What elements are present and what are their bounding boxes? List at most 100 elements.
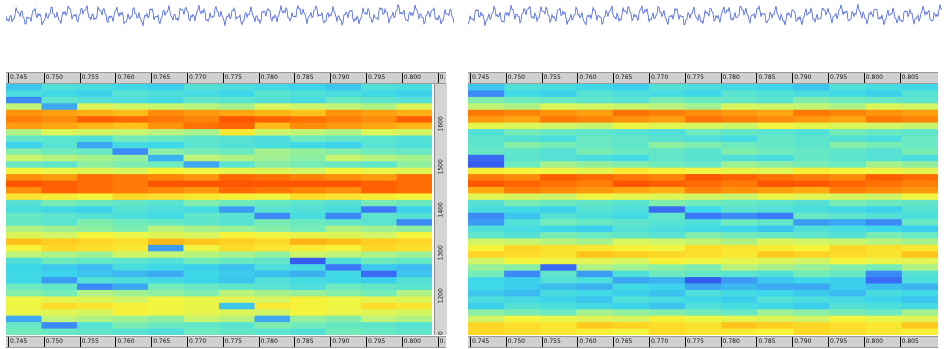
heatmap-cell <box>183 309 220 317</box>
heatmap-cell <box>865 167 903 175</box>
heatmap-cell <box>540 212 578 220</box>
heatmap-cell <box>684 302 722 310</box>
heatmap-cell <box>468 238 505 246</box>
heatmap-cell <box>829 219 867 227</box>
heatmap-cell <box>648 309 686 317</box>
heatmap-cell <box>829 302 867 310</box>
spectrogram-heatmap-right[interactable] <box>468 84 938 335</box>
heatmap-cell <box>648 219 686 227</box>
heatmap-cell <box>183 302 220 310</box>
heatmap-cell <box>576 212 614 220</box>
heatmap-cell <box>290 322 327 330</box>
heatmap-cell <box>254 154 291 162</box>
heatmap-cell <box>793 122 831 130</box>
heatmap-cell <box>721 174 758 182</box>
heatmap-cell <box>77 315 114 323</box>
heatmap-cell <box>41 161 78 169</box>
heatmap-cell <box>148 212 185 220</box>
heatmap-cell <box>361 90 398 98</box>
heatmap-cell <box>325 283 362 291</box>
heatmap-cell <box>41 315 78 323</box>
heatmap-cell <box>254 322 291 330</box>
heatmap-cell <box>396 232 432 240</box>
heatmap-cell <box>148 199 185 207</box>
time-tick-label: 0.760 <box>115 73 151 83</box>
frequency-ruler-left[interactable]: 160015001400130012001100 <box>434 84 447 335</box>
heatmap-cell <box>829 193 867 201</box>
heatmap-cell <box>41 212 78 220</box>
heatmap-cell <box>361 225 398 233</box>
heatmap-cell <box>684 251 722 259</box>
heatmap-cell <box>865 251 903 259</box>
heatmap-cell <box>829 289 867 297</box>
heatmap-cell <box>219 180 256 188</box>
heatmap-cell <box>41 154 78 162</box>
heatmap-cell <box>148 309 185 317</box>
heatmap-cell <box>290 84 327 92</box>
heatmap-cell <box>183 296 220 304</box>
heatmap-cell <box>361 109 398 117</box>
heatmap-cell <box>612 270 650 278</box>
time-tick-label: 0.790 <box>330 73 366 83</box>
heatmap-cell <box>576 219 614 227</box>
heatmap-cell <box>757 238 794 246</box>
heatmap-cell <box>757 186 794 195</box>
frequency-tick-label: 1400 <box>437 202 445 218</box>
heatmap-cell <box>148 232 185 240</box>
time-tick-label: 0.795 <box>828 337 864 347</box>
time-ruler-bottom-left[interactable]: 0.745 0.750 0.755 0.760 0.765 0.770 0.775 0.780… <box>6 336 446 348</box>
heatmap-cell <box>829 186 867 195</box>
heatmap-cell <box>361 174 398 182</box>
heatmap-cell <box>361 232 398 240</box>
heatmap-cell <box>148 244 185 252</box>
heatmap-cell <box>793 116 831 124</box>
heatmap-cell <box>77 161 114 169</box>
heatmap-cell <box>254 109 291 117</box>
heatmap-cell <box>721 186 758 195</box>
heatmap-cell <box>325 199 362 207</box>
heatmap-cell <box>396 199 432 207</box>
heatmap-cell <box>648 122 686 130</box>
heatmap-cell <box>793 96 831 104</box>
heatmap-cell <box>41 238 78 246</box>
heatmap-cell <box>865 212 903 220</box>
heatmap-cell <box>757 141 794 149</box>
heatmap-cell <box>829 199 867 207</box>
heatmap-cell <box>540 309 578 317</box>
heatmap-cell <box>325 148 362 156</box>
heatmap-cell <box>504 244 541 252</box>
heatmap-cell <box>112 84 149 92</box>
heatmap-cell <box>183 174 220 182</box>
heatmap-cell <box>325 90 362 98</box>
heatmap-cell <box>576 84 614 92</box>
heatmap-cell <box>6 96 43 104</box>
heatmap-cell <box>901 122 938 130</box>
heatmap-cell <box>41 186 78 195</box>
time-ruler-top-left[interactable]: 0.745 0.750 0.755 0.760 0.765 0.770 0.775 0.780… <box>6 72 446 84</box>
heatmap-cell <box>793 238 831 246</box>
heatmap-cell <box>612 122 650 130</box>
heatmap-cell <box>612 322 650 330</box>
heatmap-cell <box>504 116 541 124</box>
heatmap-cell <box>254 96 291 104</box>
heatmap-cell <box>361 84 398 92</box>
heatmap-cell <box>325 328 362 335</box>
spectrogram-heatmap-left[interactable] <box>6 84 432 335</box>
heatmap-cell <box>576 315 614 323</box>
heatmap-cell <box>540 270 578 278</box>
heatmap-cell <box>325 244 362 252</box>
heatmap-cell <box>112 186 149 195</box>
heatmap-cell <box>361 103 398 111</box>
heatmap-cell <box>829 90 867 98</box>
heatmap-cell <box>77 129 114 137</box>
heatmap-cell <box>290 277 327 285</box>
time-tick-label: 0.780 <box>258 73 295 83</box>
time-ruler-bottom-right[interactable]: 0.745 0.750 0.755 0.760 0.765 0.770 0.775 0.780… <box>468 336 938 348</box>
heatmap-cell <box>112 309 149 317</box>
heatmap-cell <box>901 96 938 104</box>
heatmap-cell <box>504 186 541 195</box>
time-ruler-top-right[interactable]: 0.745 0.750 0.755 0.760 0.765 0.770 0.775 0.780… <box>468 72 938 84</box>
heatmap-cell <box>721 116 758 124</box>
heatmap-cell <box>325 103 362 111</box>
heatmap-cell <box>612 232 650 240</box>
